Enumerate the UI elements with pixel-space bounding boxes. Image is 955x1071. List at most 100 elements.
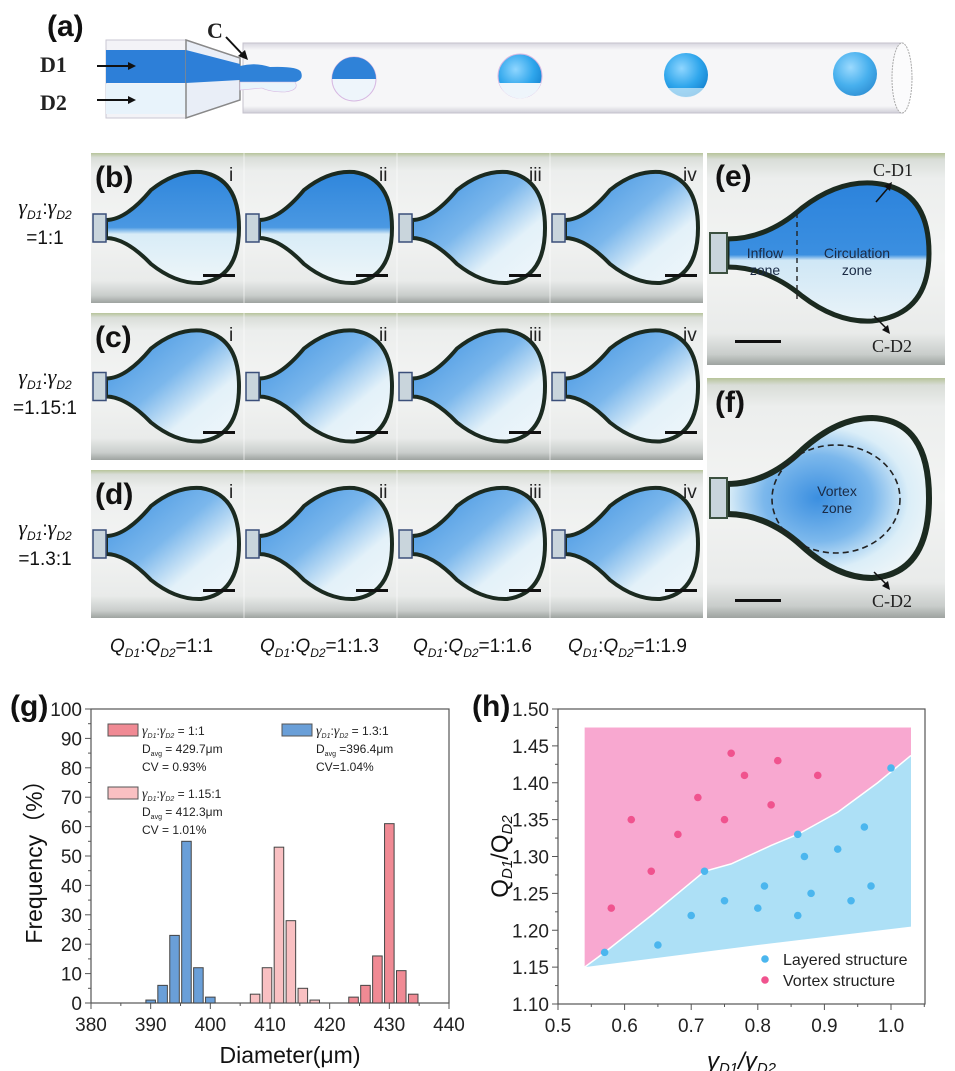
droplet-3: [664, 53, 708, 98]
scatter-chart-h: 1.10 1.15 1.20 1.25 1.30 1.35 1.40 1.45 1.50 0.5 0…: [487, 700, 926, 1071]
legend-label: Layered structure: [783, 952, 908, 969]
flow-ratio-label: QD1:QD2=1:1.3: [260, 636, 379, 660]
panel-b-image-strip: [91, 153, 703, 303]
legend-label: γD1:γD2 = 1.3:1: [316, 724, 389, 740]
vortex-region: [584, 727, 911, 968]
y-axis-label: Frequency（%）: [21, 768, 47, 943]
y-tick-label: 90: [61, 729, 82, 750]
histogram-bar: [249, 993, 261, 1004]
legend-swatch: [107, 786, 139, 800]
frame-index-label: iv: [683, 482, 697, 503]
histogram-bar: [145, 999, 156, 1004]
droplet-frame-2: [245, 485, 395, 602]
scale-bar: [356, 431, 388, 434]
histogram-bar: [273, 846, 285, 1004]
panel-c-label: (c): [95, 321, 132, 354]
histogram-bar: [360, 984, 371, 1004]
layered-point: [700, 867, 709, 876]
x-tick-label: 420: [314, 1015, 346, 1036]
layered-point: [847, 896, 855, 905]
layered-point: [654, 941, 662, 949]
layered-point: [860, 823, 869, 831]
panel-e-label: (e): [715, 160, 752, 193]
frame-index-label: iii: [529, 165, 542, 186]
y-tick-label: 70: [61, 788, 82, 809]
inlet-capillary: [105, 39, 187, 119]
y-tick-label: 1.45: [512, 737, 549, 758]
annotation-arrows-e: [873, 182, 892, 334]
y-tick-label: 80: [61, 759, 82, 780]
legend-cv: CV = 1.01%: [142, 823, 207, 837]
legend-marker: [761, 955, 769, 963]
droplet-frame-3: [398, 485, 548, 602]
frame-index-label: ii: [379, 325, 388, 346]
circulation-zone-label: Circulation zone: [823, 245, 891, 278]
x-tick-label: 0.7: [678, 1016, 704, 1037]
histogram-bar: [261, 967, 273, 1004]
y-tick-label: 1.50: [512, 700, 549, 721]
flow-ratio-label: QD1:QD2=1:1.9: [568, 636, 687, 660]
layered-point: [793, 911, 802, 920]
panel-b-label: (b): [95, 161, 134, 194]
vortex-point: [740, 771, 749, 780]
x-axis-label: Diameter(μm): [219, 1042, 360, 1068]
x-tick-label: 400: [194, 1015, 226, 1036]
y-axis-label: QD1/QD2: [487, 815, 516, 898]
y-tick-label: 1.10: [512, 995, 549, 1016]
histogram-bar: [157, 984, 168, 1004]
x-tick-label: 0.8: [745, 1016, 771, 1037]
y-tick-label: 10: [61, 965, 82, 986]
legend-cv: CV=1.04%: [316, 760, 374, 774]
panel-f-label: (f): [715, 386, 745, 419]
droplet-frame-2: [245, 169, 395, 286]
layered-point: [720, 896, 729, 905]
frame-index-label: iii: [529, 482, 542, 503]
layered-point: [600, 948, 609, 957]
droplet-frame-4: [551, 169, 701, 286]
layered-point: [793, 830, 802, 839]
histogram-bar: [205, 996, 216, 1004]
legend-swatch: [107, 723, 139, 737]
scale-bar: [509, 589, 541, 592]
histogram-bar: [407, 993, 419, 1004]
legend-davg: Davg =396.4μm: [316, 742, 393, 758]
panel-d-image-strip: [91, 470, 703, 618]
x-tick-label: 0.5: [545, 1016, 571, 1037]
y-tick-label: 1.40: [512, 774, 549, 795]
histogram-chart-g: 0 10 20 30 40 50 60 70 80 90 100 380 390 400 410 420 430…: [21, 700, 465, 1068]
layered-point: [833, 845, 842, 853]
droplet-4: [833, 52, 877, 96]
y-tick-label: 50: [61, 847, 82, 868]
legend-davg: Davg = 429.7μm: [142, 742, 223, 758]
frame-index-label: ii: [379, 482, 388, 503]
scale-bar: [203, 589, 235, 592]
annotation-c-d2-e: C-D2: [872, 336, 912, 356]
y-tick-label: 1.25: [512, 884, 549, 905]
histogram-bar: [169, 934, 180, 1004]
scale-bar: [509, 431, 541, 434]
droplet-frame-3: [398, 169, 548, 286]
flow-ratio-label: QD1:QD2=1:1.6: [413, 636, 532, 660]
droplet-frame-4: [551, 328, 701, 444]
droplet-f: [709, 414, 933, 582]
y-tick-label: 1.15: [512, 958, 549, 979]
droplet-frame-3: [398, 328, 548, 444]
y-tick-label: 0: [71, 994, 82, 1015]
vortex-point: [607, 904, 616, 912]
scale-bar: [356, 589, 388, 592]
scale-bar: [665, 274, 697, 277]
droplet-frame-4: [551, 485, 701, 602]
scale-bar: [665, 589, 697, 592]
scale-bar: [735, 599, 781, 602]
y-tick-label: 60: [61, 818, 82, 839]
layered-point: [687, 911, 695, 920]
scale-bar: [509, 274, 541, 277]
inflow-zone-label: Inflow zone: [746, 245, 784, 278]
legend-cv: CV = 0.93%: [142, 760, 207, 774]
row-label-b: γD1:γD2 =1:1: [18, 194, 72, 249]
droplet-frame-1: [92, 169, 242, 286]
inlet-label-d1: D1: [40, 52, 67, 77]
y-tick-label: 20: [61, 935, 82, 956]
row-label-d: γD1:γD2 =1.3:1: [18, 515, 72, 570]
x-tick-label: 390: [135, 1015, 167, 1036]
